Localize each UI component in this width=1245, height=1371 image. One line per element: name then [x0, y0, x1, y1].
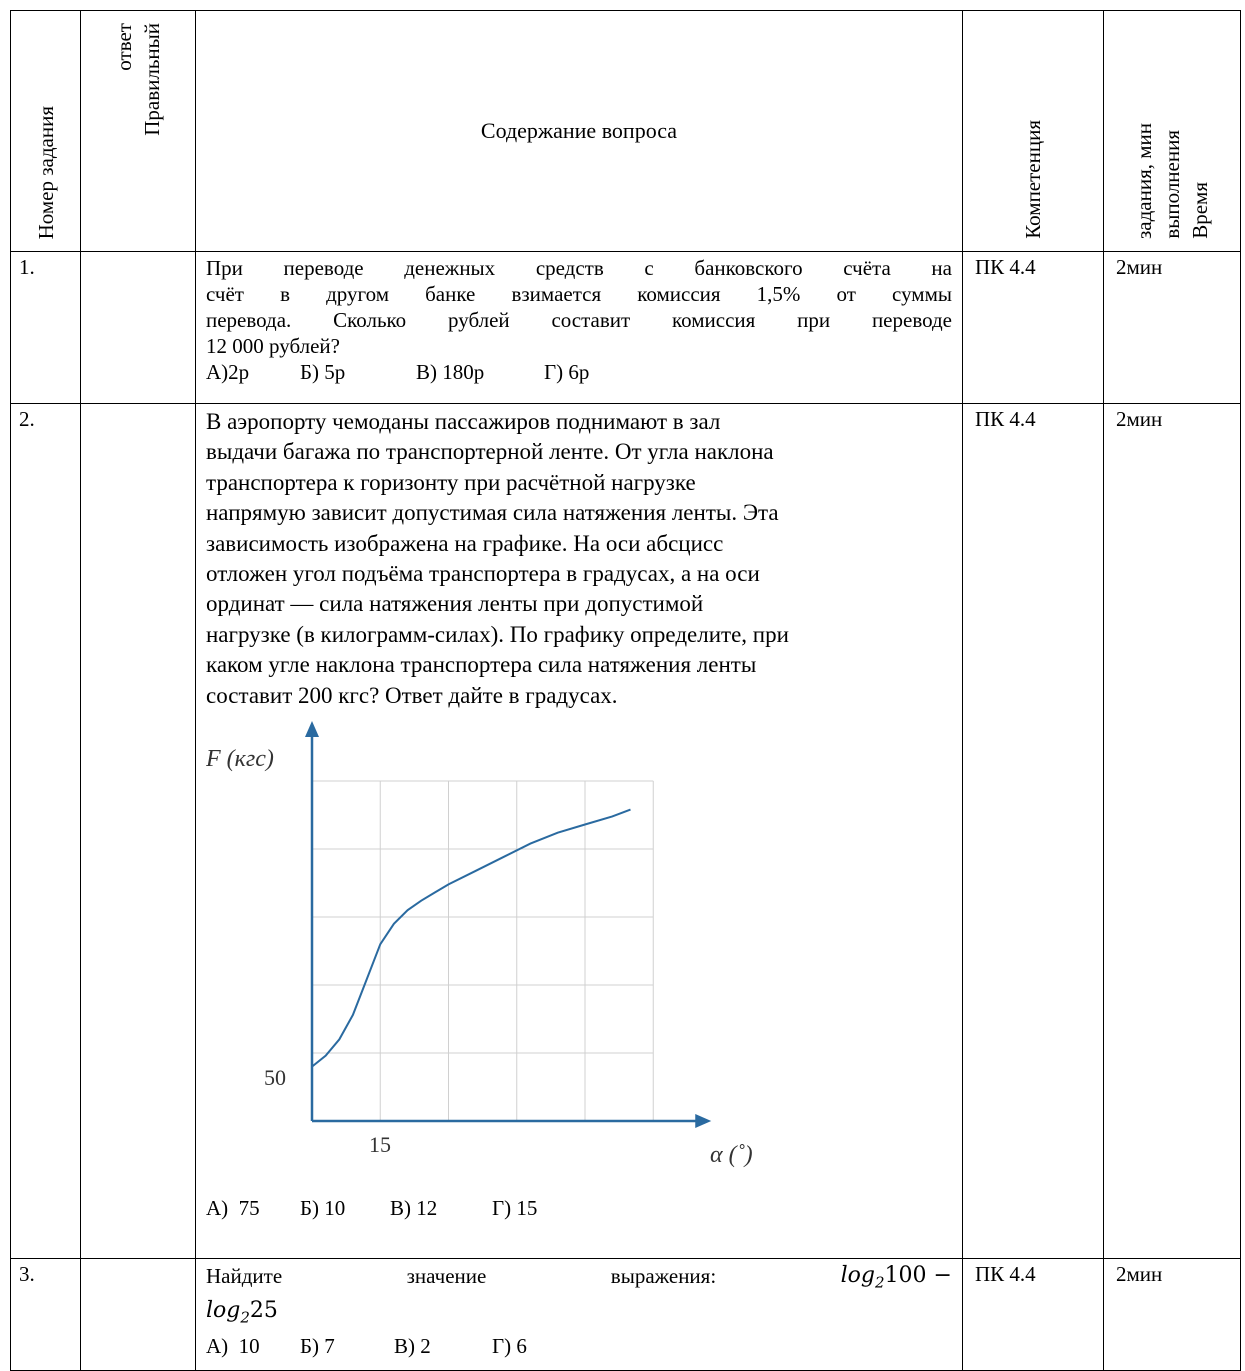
header-correct-answer: ответ Правильный	[80, 10, 196, 252]
header-competence: Компетенция	[962, 10, 1104, 252]
time: 2мин	[1103, 1258, 1241, 1371]
log-expression-part1: log2100 −	[840, 1263, 952, 1292]
y-axis-label: F (кгс)	[206, 746, 274, 772]
question-line: При переводе денежных средств с банковск…	[206, 256, 952, 280]
table-row: 2. В аэропорту чемоданы пассажиров подни…	[10, 403, 1241, 1259]
tension-angle-chart: F (кгс) α (˚) 15 50	[206, 721, 753, 1168]
question-cell: В аэропорту чемоданы пассажиров поднимаю…	[195, 403, 963, 1259]
answer-options: А) 10 Б) 7 В) 2 Г) 6	[206, 1333, 952, 1359]
option-b: Б) 5р	[300, 360, 346, 384]
y-tick-label: 50	[264, 1065, 286, 1090]
table-row: 1. При переводе денежных средств с банко…	[10, 251, 1241, 404]
question-line: составит 200 кгс? Ответ дайте в градусах…	[206, 682, 618, 708]
question-line: В аэропорту чемоданы пассажиров поднимаю…	[206, 409, 721, 434]
question-line: транспортера к горизонту при расчётной н…	[206, 469, 696, 495]
question-line: счёт в другом банке взимается комиссия 1…	[206, 282, 952, 306]
equation-line: Найдите значение выражения: log2100 −	[206, 1262, 952, 1296]
competence: ПК 4.4	[962, 403, 1104, 1259]
question-cell: Найдите значение выражения: log2100 − lo…	[195, 1258, 963, 1371]
y-axis-arrow	[305, 721, 319, 738]
option-a: А)2р	[206, 360, 250, 384]
time: 2мин	[1103, 251, 1241, 404]
competence: ПК 4.4	[962, 251, 1104, 404]
answer-cell[interactable]	[80, 251, 196, 404]
header-row: Номер задания ответ Правильный Содержани…	[10, 10, 1241, 252]
table-row: 3. Найдите значение выражения: log2100 −…	[10, 1258, 1241, 1371]
option-c: В) 12	[390, 1196, 438, 1221]
option-c: В) 2	[394, 1333, 431, 1358]
x-axis-arrow	[695, 1114, 712, 1129]
option-d: Г) 6р	[544, 360, 590, 384]
option-b: Б) 10	[300, 1196, 346, 1221]
answer-cell[interactable]	[80, 1258, 196, 1371]
x-tick-label: 15	[369, 1132, 391, 1157]
x-axis-label: α (˚)	[710, 1142, 753, 1168]
header-time: задания, мин выполнения Время	[1103, 10, 1241, 252]
option-c: В) 180р	[416, 360, 485, 384]
task-number: 2.	[10, 403, 81, 1259]
question-line: 12 000 рублей?	[206, 334, 340, 358]
task-number: 1.	[10, 251, 81, 404]
time: 2мин	[1103, 403, 1241, 1259]
question-line: нагрузке (в килограмм-силах). По графику…	[206, 621, 789, 647]
eq-word: Найдите	[206, 1264, 283, 1288]
answer-options: А) 75 Б) 10 В) 12 Г) 15	[206, 1195, 952, 1221]
question-line: перевода. Сколько рублей составит комисс…	[206, 308, 952, 332]
option-a: А) 75	[206, 1196, 260, 1221]
question-cell: При переводе денежных средств с банковск…	[195, 251, 963, 404]
option-b: Б) 7	[300, 1333, 335, 1358]
answer-cell[interactable]	[80, 403, 196, 1259]
question-line: напрямую зависит допустимая сила натяжен…	[206, 500, 779, 526]
answer-options: А)2р Б) 5р В) 180р Г) 6р	[206, 359, 952, 385]
question-line: отложен угол подъёма транспортера в град…	[206, 561, 760, 587]
question-line: каком угле наклона транспортера сила нат…	[206, 652, 757, 678]
question-line: зависимость изображена на графике. На ос…	[206, 530, 724, 556]
question-line: выдачи багажа по транспортерной ленте. О…	[206, 439, 774, 465]
option-d: Г) 15	[492, 1196, 538, 1221]
chart-grid	[312, 780, 654, 1122]
option-a: А) 10	[206, 1333, 260, 1358]
log-expression-part2: log225	[206, 1298, 278, 1327]
task-number: 3.	[10, 1258, 81, 1371]
chart-axes	[305, 721, 712, 1129]
eq-word: выражения:	[610, 1264, 717, 1288]
option-d: Г) 6	[492, 1333, 527, 1358]
header-question: Содержание вопроса	[195, 10, 963, 252]
header-task-number: Номер задания	[10, 10, 81, 252]
series-line	[311, 808, 631, 1068]
eq-word: значение	[406, 1264, 487, 1288]
question-line: ординат — сила натяжения ленты при допус…	[206, 591, 704, 617]
tasks-table: Номер задания ответ Правильный Содержани…	[10, 10, 1241, 1371]
competence: ПК 4.4	[962, 1258, 1104, 1371]
